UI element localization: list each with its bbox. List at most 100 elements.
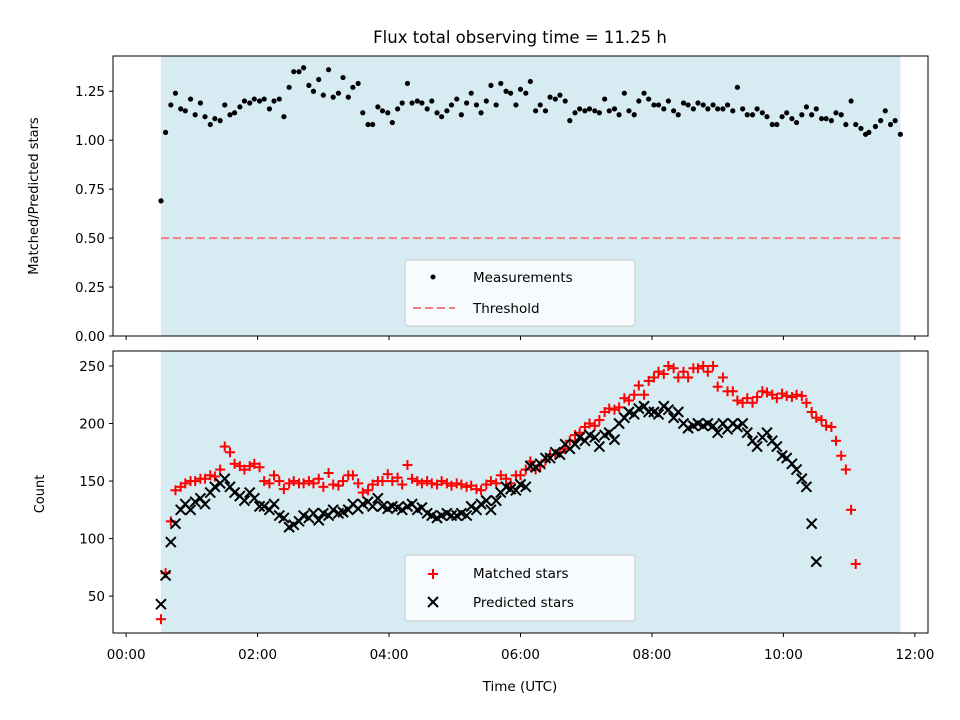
count-legend: Matched stars Predicted stars <box>404 554 636 622</box>
measurement-point-5 <box>182 108 188 114</box>
matched-star-point-50 <box>402 459 413 470</box>
matched-star-point-0 <box>155 614 166 625</box>
ratio-x-ticks <box>125 336 916 340</box>
matched-star-point-5 <box>180 478 191 489</box>
predicted-star-point-3 <box>169 517 182 530</box>
matched-star-point-10 <box>205 470 216 481</box>
predicted-stars-points <box>155 400 822 610</box>
x-tick-label: 00:00 <box>107 647 146 663</box>
measurement-point-66 <box>483 98 489 104</box>
measurement-point-44 <box>375 104 381 110</box>
matched-star-point-15 <box>229 458 240 469</box>
measurement-point-36 <box>335 90 342 96</box>
matched-star-point-109 <box>692 363 703 374</box>
measurement-point-34 <box>325 67 332 73</box>
measurement-point-25 <box>281 114 287 120</box>
matched-star-point-7 <box>190 476 201 487</box>
measurement-point-75 <box>527 78 533 85</box>
measurement-point-86 <box>582 108 588 114</box>
measurement-point-127 <box>784 110 790 116</box>
measurement-point-61 <box>458 112 464 118</box>
ratio-y-tick-label: 1.00 <box>75 133 105 149</box>
matched-star-point-61 <box>456 479 467 490</box>
matched-star-point-70 <box>501 473 512 484</box>
measurement-point-109 <box>695 100 701 106</box>
measurement-point-13 <box>222 102 228 108</box>
matched-star-point-64 <box>471 484 482 495</box>
predicted-star-point-91 <box>603 427 615 439</box>
ratio-y-ticks: 0.00 0.25 0.50 0.75 1.00 1.25 <box>75 84 113 345</box>
measurement-point-106 <box>680 100 687 106</box>
measurement-point-15 <box>231 110 238 116</box>
measurement-point-121 <box>754 106 760 112</box>
predicted-star-point-92 <box>608 433 621 446</box>
measurement-point-3 <box>172 90 179 96</box>
predicted-star-point-85 <box>573 431 586 444</box>
matched-star-point-35 <box>328 479 339 490</box>
measurement-point-120 <box>749 112 756 118</box>
measurement-point-95 <box>626 108 632 114</box>
count-y-tick-label: 150 <box>79 474 105 490</box>
measurement-point-128 <box>789 116 795 122</box>
measurement-point-125 <box>774 121 780 128</box>
measurement-point-146 <box>878 118 884 124</box>
measurement-point-112 <box>710 102 716 108</box>
predicted-star-point-63 <box>465 500 477 513</box>
matched-star-point-27 <box>288 476 299 487</box>
predicted-star-point-129 <box>790 463 803 476</box>
matched-star-point-110 <box>698 360 709 371</box>
predicted-star-point-23 <box>268 498 280 510</box>
predicted-star-point-25 <box>278 512 290 524</box>
measurement-point-65 <box>478 110 484 116</box>
measurement-point-26 <box>286 84 292 90</box>
predicted-star-point-20 <box>253 500 266 513</box>
ratio-y-tick-label: 0.50 <box>75 231 105 247</box>
measurement-point-89 <box>596 110 602 116</box>
measurement-point-50 <box>404 80 411 87</box>
predicted-star-point-17 <box>238 494 251 507</box>
predicted-star-point-15 <box>228 486 241 499</box>
measurement-point-76 <box>533 108 539 114</box>
matched-star-point-46 <box>382 469 393 480</box>
matched-star-point-60 <box>451 478 462 489</box>
measurement-point-7 <box>192 112 198 118</box>
matched-star-point-97 <box>633 380 644 391</box>
matched-star-point-141 <box>850 558 861 569</box>
measurement-point-99 <box>646 96 652 102</box>
matched-star-point-89 <box>594 415 605 426</box>
measurement-point-96 <box>631 112 637 118</box>
measurement-point-14 <box>227 112 233 118</box>
matched-star-point-118 <box>737 397 748 408</box>
measurement-point-60 <box>454 96 460 102</box>
matched-star-point-123 <box>761 387 772 398</box>
count-panel: 50 100 150 200 250 00:00 02:00 04:00 06:00 08:00… <box>33 350 934 695</box>
x-axis-label: Time (UTC) <box>482 679 558 695</box>
predicted-star-point-31 <box>307 507 320 520</box>
measurement-point-19 <box>251 96 257 102</box>
matched-star-point-43 <box>367 479 378 490</box>
matched-star-point-128 <box>786 392 797 403</box>
predicted-star-point-89 <box>593 440 606 453</box>
measurement-point-118 <box>740 106 746 112</box>
predicted-star-point-66 <box>480 494 493 507</box>
predicted-star-point-112 <box>707 420 719 432</box>
measurement-point-6 <box>187 96 194 102</box>
measurement-point-140 <box>848 98 854 104</box>
ratio-y-tick-label: 0.75 <box>75 182 105 198</box>
legend-label-measurements: Measurements <box>473 270 573 286</box>
measurement-point-132 <box>809 112 815 118</box>
matched-star-point-30 <box>303 476 314 487</box>
matched-star-point-12 <box>215 464 226 475</box>
matched-star-point-113 <box>712 381 723 392</box>
predicted-star-point-13 <box>219 473 231 485</box>
matched-star-point-18 <box>244 461 255 472</box>
measurement-point-62 <box>464 100 470 106</box>
measurement-point-113 <box>715 106 721 112</box>
predicted-star-point-21 <box>258 500 270 513</box>
ratio-y-tick-label: 1.25 <box>75 84 105 100</box>
measurement-point-52 <box>414 98 420 104</box>
measurement-point-129 <box>793 119 800 126</box>
matched-star-point-40 <box>353 478 364 489</box>
legend-marker-measurements <box>430 274 436 280</box>
measurement-point-54 <box>424 106 430 112</box>
